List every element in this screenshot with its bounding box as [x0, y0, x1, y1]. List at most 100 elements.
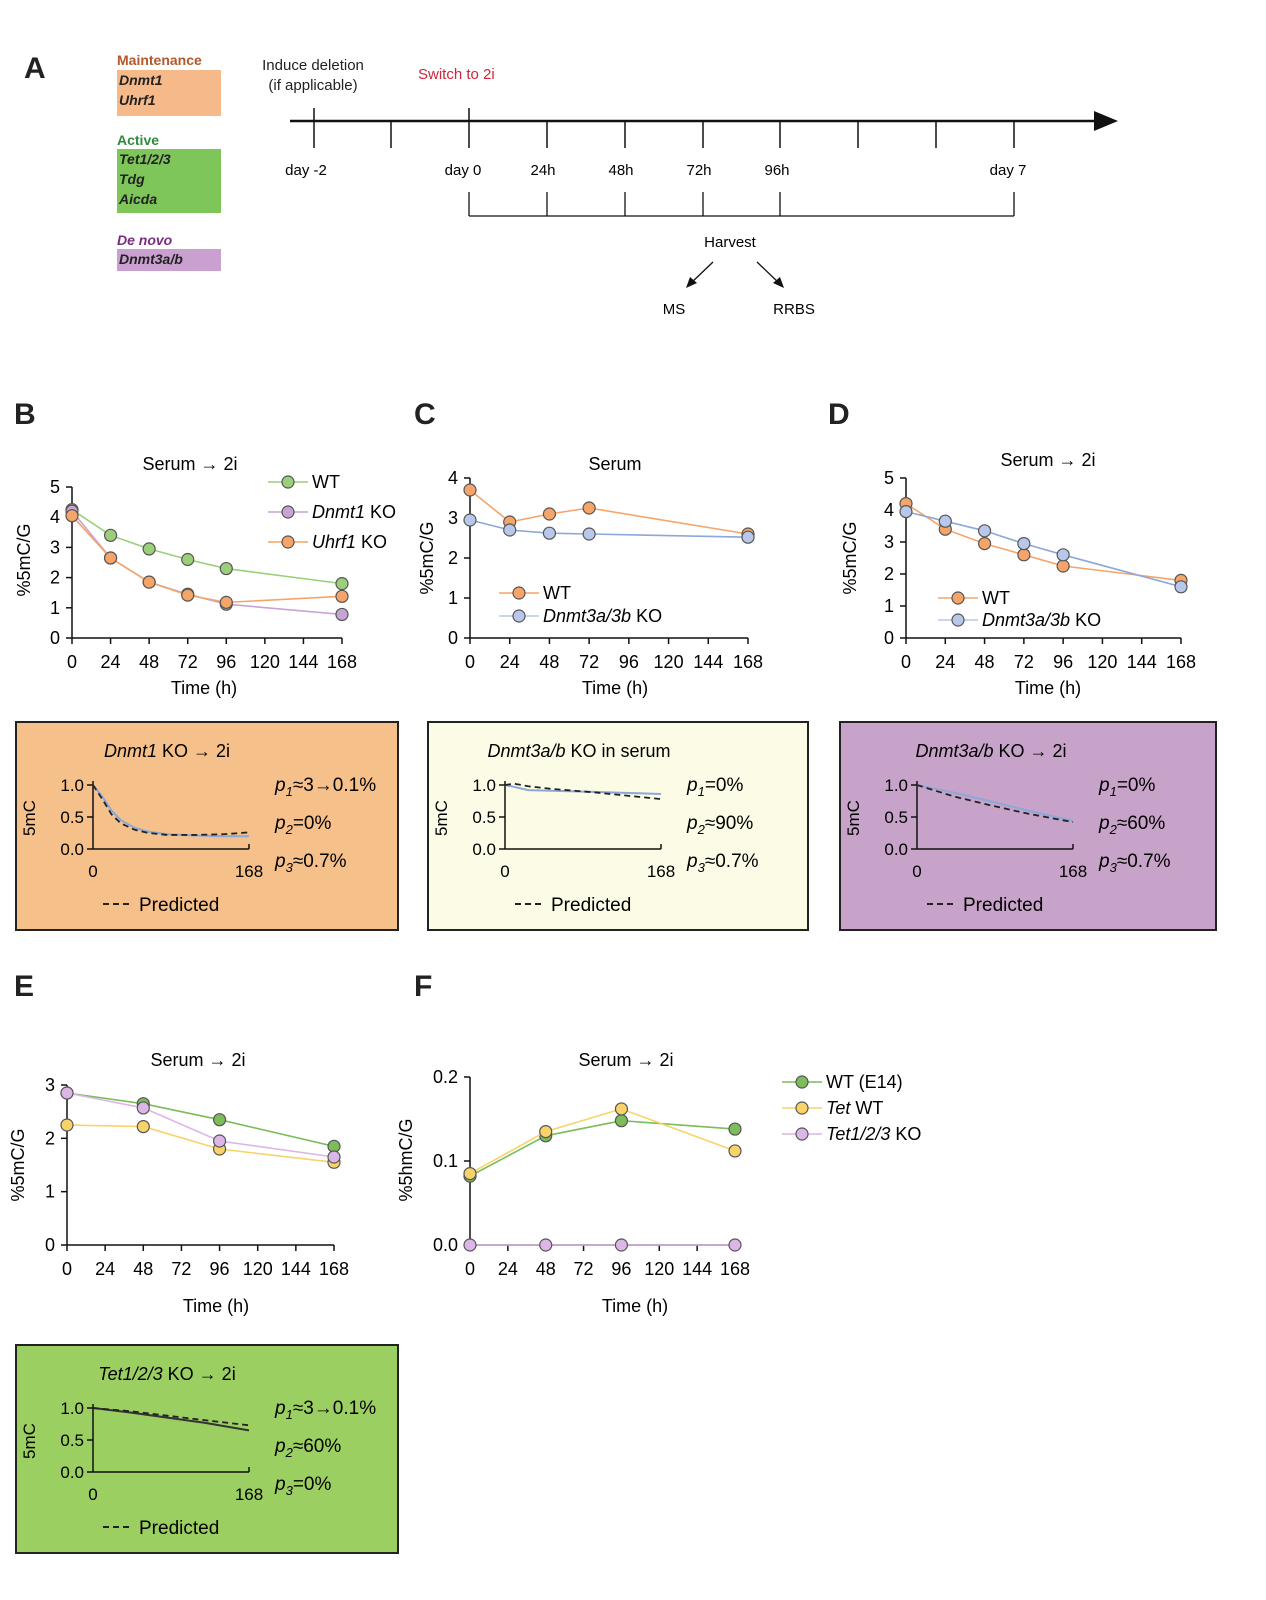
series-line-1 [71, 508, 343, 585]
y-tick-label: 0 [50, 628, 60, 648]
legend-marker [512, 586, 526, 600]
legend-marker [281, 475, 295, 489]
x-tick-label: 168 [733, 652, 763, 672]
data-point [463, 1238, 477, 1252]
inset-x-tick-label: 168 [1059, 862, 1087, 881]
inset-title-gene: Dnmt1 [104, 741, 157, 761]
legend-label: WT (E14) [826, 1072, 903, 1092]
chart-title: Serum → 2i [578, 1050, 673, 1070]
x-tick-label: 72 [574, 1259, 594, 1279]
legend-label-suffix: KO [356, 532, 387, 552]
inset-param-p3: p3≈0.7% [686, 851, 759, 875]
timeline-arrow [1094, 111, 1118, 131]
data-point [136, 1101, 150, 1115]
tp-96h: 96h [764, 162, 789, 179]
legend-marker [795, 1075, 809, 1089]
maintenance-title: Maintenance [117, 52, 202, 68]
x-tick-label: 0 [901, 652, 911, 672]
inset-param-p2: p2≈60% [274, 1436, 341, 1460]
denovo-box: Dnmt3a/b [117, 249, 221, 271]
legend-label: WT [543, 583, 571, 603]
data-point [614, 1114, 629, 1128]
param-value: =0% [1117, 775, 1156, 796]
inset-param-p2: p2≈90% [686, 813, 753, 837]
legend-label-main: Uhrf1 [312, 532, 356, 552]
inset-param-p1: p1≈3→0.1% [274, 775, 376, 799]
x-axis-label: Time (h) [602, 1296, 668, 1316]
inset-fit-curve [916, 784, 1074, 822]
inset-e: Tet1/2/3 KO → 2i 1.0 0.5 0.0 0 168 5mC p1≈3→0.1… [15, 1344, 399, 1554]
chart-title: Serum → 2i [150, 1050, 245, 1070]
data-point [335, 589, 349, 603]
param-subscript: 3 [1110, 860, 1118, 875]
y-tick-label: 0.1 [433, 1151, 458, 1171]
harvest-label: Harvest [704, 234, 757, 251]
chart-title: Serum → 2i [1000, 450, 1095, 470]
x-tick-label: 72 [579, 652, 599, 672]
legend-marker [795, 1127, 809, 1141]
data-point [938, 514, 952, 528]
inset-param-p2: p2=0% [274, 813, 331, 837]
data-point [463, 513, 477, 527]
induce-label: Induce deletion (if applicable) [252, 56, 374, 96]
gene-dnmt3ab: Dnmt3a/b [119, 251, 183, 267]
param-subscript: 1 [286, 1407, 293, 1422]
inset-y-tick-label: 0.0 [884, 840, 908, 859]
series-line-3 [71, 515, 343, 604]
data-point [142, 542, 156, 556]
inset-y-label: 5mC [432, 800, 451, 836]
inset-y-tick-label: 1.0 [884, 776, 908, 795]
legend-label-main: Dnmt1 [312, 502, 365, 522]
legend-marker [281, 535, 295, 549]
param-symbol: p [274, 1398, 286, 1419]
param-symbol: p [274, 775, 286, 796]
x-axis-label: Time (h) [171, 678, 237, 698]
data-point [103, 528, 118, 542]
inset-y-tick-label: 0.5 [472, 808, 496, 827]
legend-label: Tet1/2/3 KO [826, 1124, 921, 1144]
y-tick-label: 5 [50, 477, 60, 497]
x-tick-label: 120 [250, 652, 280, 672]
data-point [219, 595, 233, 609]
induce-line-1: Induce deletion [262, 57, 364, 74]
param-value: =0% [705, 775, 744, 796]
data-point [212, 1134, 227, 1148]
inset-plot: Tet1/2/3 KO → 2i1.00.50.00 1685mCp1≈3→0.1… [20, 1364, 376, 1539]
panel-label-a: A [24, 52, 46, 85]
param-subscript: 2 [285, 1445, 294, 1460]
param-symbol: p [274, 851, 286, 872]
data-point [60, 1086, 74, 1100]
series-line-1 [66, 1092, 335, 1148]
x-tick-label: 144 [682, 1259, 712, 1279]
series-line-2 [66, 1124, 335, 1164]
y-axis-label: %5mC/G [8, 1128, 28, 1201]
data-point [142, 575, 156, 589]
data-point [728, 1238, 742, 1252]
param-value: ≈0.7% [705, 851, 759, 872]
param-subscript: 3 [286, 1483, 294, 1498]
inset-predicted-curve [504, 782, 662, 800]
inset-y-tick-label: 0.0 [60, 1463, 84, 1482]
chart-title: Serum [588, 454, 641, 474]
legend-label-main: WT [312, 472, 340, 492]
x-tick-label: 168 [1166, 652, 1196, 672]
gene-uhrf1: Uhrf1 [119, 92, 156, 108]
inset-param-p1: p1=0% [686, 775, 743, 799]
data-point [219, 561, 233, 576]
x-tick-label: 0 [62, 1259, 72, 1279]
x-tick-label: 96 [210, 1259, 230, 1279]
data-point [1056, 548, 1070, 562]
data-point [503, 523, 517, 537]
active-box: Tet1/2/3 Tdg Aicda [117, 149, 221, 213]
data-point [1017, 536, 1031, 551]
chart-c: 0 1 2 3 4 0 24 48 72 96 120 144 168 Serum Time (h) %5mC… [417, 454, 763, 698]
inset-x-tick-label: 0 [912, 862, 921, 881]
inset-title: Dnmt3a/b KO → 2i [915, 741, 1066, 761]
legend-label: Tet WT [826, 1098, 883, 1118]
data-point [977, 536, 992, 551]
inset-c: Dnmt3a/b KO in serum 1.0 0.5 0.0 0 168 5mC p1=0… [427, 721, 809, 931]
param-symbol: p [274, 1474, 286, 1495]
panel-label-f: F [414, 970, 433, 1003]
arrow-ms [686, 277, 697, 288]
data-point [582, 527, 596, 541]
